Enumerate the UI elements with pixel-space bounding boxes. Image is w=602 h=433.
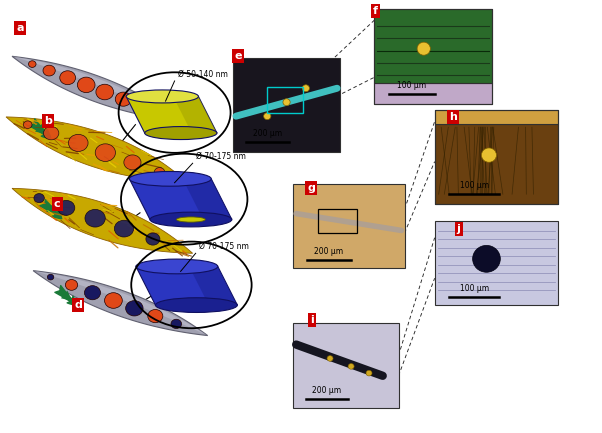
Ellipse shape	[95, 144, 116, 162]
Ellipse shape	[136, 259, 218, 274]
Polygon shape	[33, 271, 208, 336]
Polygon shape	[129, 179, 232, 220]
Text: e: e	[234, 51, 241, 61]
Ellipse shape	[105, 293, 122, 308]
Polygon shape	[12, 56, 181, 121]
Text: 100 μm: 100 μm	[459, 284, 489, 293]
Ellipse shape	[148, 310, 163, 323]
Text: 100 μm: 100 μm	[459, 181, 489, 190]
FancyBboxPatch shape	[435, 110, 558, 124]
FancyBboxPatch shape	[435, 124, 558, 204]
Ellipse shape	[58, 200, 75, 215]
FancyBboxPatch shape	[435, 221, 558, 305]
FancyBboxPatch shape	[233, 58, 340, 152]
Ellipse shape	[176, 217, 205, 222]
Ellipse shape	[129, 171, 211, 186]
Text: 200 μm: 200 μm	[314, 247, 343, 256]
Ellipse shape	[85, 210, 105, 227]
Ellipse shape	[69, 134, 88, 152]
Text: 100 μm: 100 μm	[397, 81, 427, 90]
Text: j: j	[457, 224, 461, 235]
Ellipse shape	[264, 113, 271, 120]
Text: c: c	[54, 198, 61, 209]
Ellipse shape	[366, 370, 372, 376]
Polygon shape	[136, 266, 237, 305]
Ellipse shape	[473, 246, 500, 272]
Ellipse shape	[34, 194, 45, 203]
Ellipse shape	[43, 65, 55, 76]
Text: a: a	[16, 23, 23, 33]
Text: f: f	[373, 6, 377, 16]
Ellipse shape	[144, 126, 217, 139]
Ellipse shape	[327, 355, 333, 361]
Ellipse shape	[43, 126, 59, 140]
Ellipse shape	[171, 319, 182, 329]
Text: Ø 70-175 nm: Ø 70-175 nm	[196, 152, 246, 161]
Polygon shape	[6, 117, 187, 182]
Polygon shape	[182, 179, 232, 220]
Ellipse shape	[66, 280, 78, 290]
Ellipse shape	[302, 85, 309, 92]
Polygon shape	[173, 97, 217, 133]
Ellipse shape	[126, 301, 143, 316]
Ellipse shape	[135, 101, 148, 112]
Ellipse shape	[48, 274, 54, 280]
Polygon shape	[12, 188, 193, 253]
Ellipse shape	[348, 364, 354, 369]
Text: Ø 50-140 nm: Ø 50-140 nm	[178, 70, 228, 79]
Polygon shape	[126, 97, 217, 133]
FancyBboxPatch shape	[374, 83, 492, 104]
Ellipse shape	[115, 92, 131, 106]
Text: 200 μm: 200 μm	[312, 386, 341, 395]
Ellipse shape	[96, 84, 114, 100]
Ellipse shape	[60, 71, 76, 85]
Ellipse shape	[146, 233, 160, 245]
Ellipse shape	[154, 168, 165, 177]
Ellipse shape	[84, 286, 101, 300]
Ellipse shape	[126, 90, 199, 103]
Polygon shape	[189, 266, 237, 305]
Text: h: h	[448, 112, 457, 122]
Ellipse shape	[482, 148, 497, 162]
FancyBboxPatch shape	[293, 323, 399, 408]
Polygon shape	[12, 56, 181, 121]
Ellipse shape	[28, 61, 36, 68]
Ellipse shape	[114, 220, 134, 237]
Ellipse shape	[124, 155, 141, 170]
Text: i: i	[310, 315, 314, 326]
Polygon shape	[33, 271, 208, 336]
Ellipse shape	[78, 77, 95, 93]
Text: Ø 70-175 nm: Ø 70-175 nm	[199, 242, 249, 251]
FancyBboxPatch shape	[293, 184, 405, 268]
Ellipse shape	[23, 121, 32, 129]
Text: b: b	[44, 116, 52, 126]
Ellipse shape	[150, 212, 232, 227]
FancyBboxPatch shape	[374, 9, 492, 83]
Text: g: g	[307, 183, 315, 194]
Text: d: d	[74, 300, 82, 310]
Ellipse shape	[417, 42, 430, 55]
Ellipse shape	[157, 110, 164, 117]
Ellipse shape	[155, 298, 237, 313]
Ellipse shape	[283, 99, 290, 106]
Text: 200 μm: 200 μm	[253, 129, 282, 138]
